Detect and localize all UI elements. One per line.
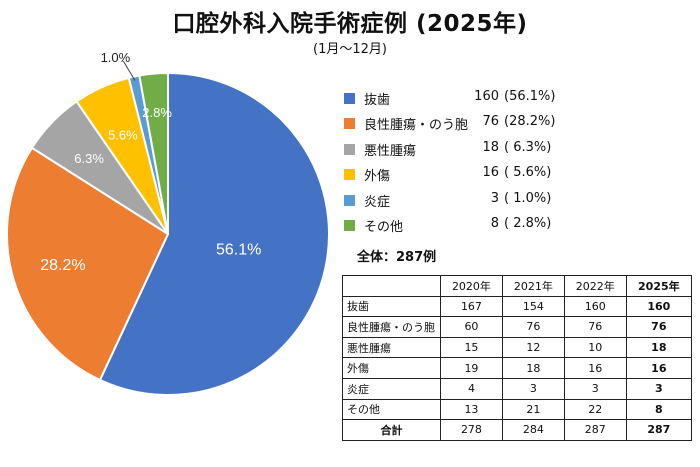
chart-legend: 抜歯 160 (56.1%) 良性腫瘍・のう胞 76 (28.2%) 悪性腫瘍 18 ( 6.3… xyxy=(344,89,684,241)
legend-value: 16 xyxy=(482,165,499,181)
legend-swatch xyxy=(344,194,355,206)
table-cell: 16 xyxy=(563,357,627,379)
table-cell: 60 xyxy=(440,316,503,338)
legend-item-3: 外傷 16 ( 5.6%) xyxy=(344,165,684,190)
legend-value: 8 xyxy=(490,215,499,231)
legend-item-4: 炎症 3 ( 1.0%) xyxy=(344,191,684,216)
table-cell: 18 xyxy=(625,336,693,359)
pie-label-5: 2.8% xyxy=(142,105,172,120)
pie-label-4: 1.0% xyxy=(101,50,131,65)
table-row: 外傷 19 18 16 16 xyxy=(342,357,693,379)
table-cell: 18 xyxy=(501,357,565,379)
table-cell: 8 xyxy=(625,398,693,421)
table-cell: 287 xyxy=(563,419,627,441)
table-cell: 76 xyxy=(625,316,693,338)
pie-label-3: 5.6% xyxy=(108,127,138,142)
legend-label: その他 xyxy=(364,219,404,235)
table-header-cell: 2022年 xyxy=(563,275,627,297)
table-cell: 16 xyxy=(625,357,693,379)
table-cell: 15 xyxy=(440,336,503,359)
table-row: 合計 278 284 287 287 xyxy=(342,419,693,441)
pie-leader-line-4 xyxy=(122,60,136,81)
legend-label: 良性腫瘍・のう胞 xyxy=(364,118,469,134)
legend-swatch xyxy=(344,219,355,231)
pie-label-1: 28.2% xyxy=(40,257,85,274)
legend-percent: (28.2%) xyxy=(504,114,556,130)
legend-item-1: 良性腫瘍・のう胞 76 (28.2%) xyxy=(344,114,684,139)
table-cell: 12 xyxy=(501,336,565,359)
legend-swatch xyxy=(344,118,355,130)
chart-title: 口腔外科入院手術症例 (2025年) xyxy=(172,11,528,37)
table-row-label: 抜歯 xyxy=(342,295,441,318)
total-count: 全体：287例 xyxy=(357,250,437,265)
legend-value: 3 xyxy=(490,190,499,206)
table-cell: 76 xyxy=(501,316,565,338)
table-cell: 19 xyxy=(440,357,503,379)
legend-percent: ( 1.0%) xyxy=(504,190,552,206)
table-row: その他 13 21 22 8 xyxy=(342,398,693,421)
table-row-label: その他 xyxy=(342,398,441,421)
pie-label-2: 6.3% xyxy=(74,151,104,166)
legend-label: 外傷 xyxy=(364,169,391,185)
table-header-cell: 2020年 xyxy=(440,275,503,297)
legend-swatch xyxy=(344,143,355,155)
table-cell: 3 xyxy=(563,377,627,400)
pie-slice-1 xyxy=(6,146,170,382)
legend-label: 悪性腫瘍 xyxy=(364,143,417,159)
table-cell: 3 xyxy=(501,377,565,400)
table-cell: 3 xyxy=(625,377,693,400)
table-row-label: 炎症 xyxy=(342,377,441,400)
table-cell: 76 xyxy=(563,316,627,338)
legend-value: 160 xyxy=(474,89,499,104)
table-row: 悪性腫瘍 15 12 10 18 xyxy=(342,336,693,359)
pie-slice-5 xyxy=(138,71,169,235)
table-cell: 10 xyxy=(563,336,627,359)
table-cell: 13 xyxy=(440,398,503,421)
table-row-label: 合計 xyxy=(342,419,441,441)
table-row-label: 良性腫瘍・のう胞 xyxy=(342,316,441,338)
legend-percent: ( 2.8%) xyxy=(504,215,552,231)
table-cell: 154 xyxy=(501,295,565,318)
table-row: 抜歯 167 154 160 160 xyxy=(342,295,693,318)
legend-item-0: 抜歯 160 (56.1%) xyxy=(344,89,684,114)
table-cell: 160 xyxy=(625,295,693,318)
table-header-cell: 2025年 xyxy=(625,275,693,297)
legend-item-5: その他 8 ( 2.8%) xyxy=(344,216,684,241)
table-cell: 278 xyxy=(440,419,503,441)
history-table: 2020年 2021年 2022年 2025年 抜歯 167 154 160 160 良性腫瘍・… xyxy=(342,275,693,441)
legend-label: 抜歯 xyxy=(364,93,391,108)
table-row: 良性腫瘍・のう胞 60 76 76 76 xyxy=(342,316,693,338)
legend-value: 18 xyxy=(482,139,499,155)
legend-label: 炎症 xyxy=(364,194,391,210)
pie-slice-0 xyxy=(98,71,330,396)
chart-subtitle: (1月〜12月) xyxy=(313,42,387,57)
table-cell: 167 xyxy=(440,295,503,318)
legend-percent: ( 5.6%) xyxy=(504,165,552,181)
legend-percent: (56.1%) xyxy=(504,89,556,104)
table-cell: 284 xyxy=(501,419,565,441)
table-row-label: 悪性腫瘍 xyxy=(342,336,441,359)
table-row: 炎症 4 3 3 3 xyxy=(342,377,693,400)
table-cell: 21 xyxy=(501,398,565,421)
table-header-cell: 2021年 xyxy=(501,275,565,297)
table-cell: 22 xyxy=(563,398,627,421)
legend-swatch xyxy=(344,93,355,104)
legend-swatch xyxy=(344,169,355,181)
table-cell: 4 xyxy=(440,377,503,400)
table-cell: 287 xyxy=(625,419,693,441)
table-header-cell xyxy=(342,275,441,297)
table-cell: 160 xyxy=(563,295,627,318)
legend-value: 76 xyxy=(482,114,499,130)
legend-item-2: 悪性腫瘍 18 ( 6.3%) xyxy=(344,140,684,165)
table-row-label: 外傷 xyxy=(342,357,441,379)
pie-label-0: 56.1% xyxy=(216,242,261,259)
legend-percent: ( 6.3%) xyxy=(504,139,552,155)
table-header-row: 2020年 2021年 2022年 2025年 xyxy=(342,275,693,297)
